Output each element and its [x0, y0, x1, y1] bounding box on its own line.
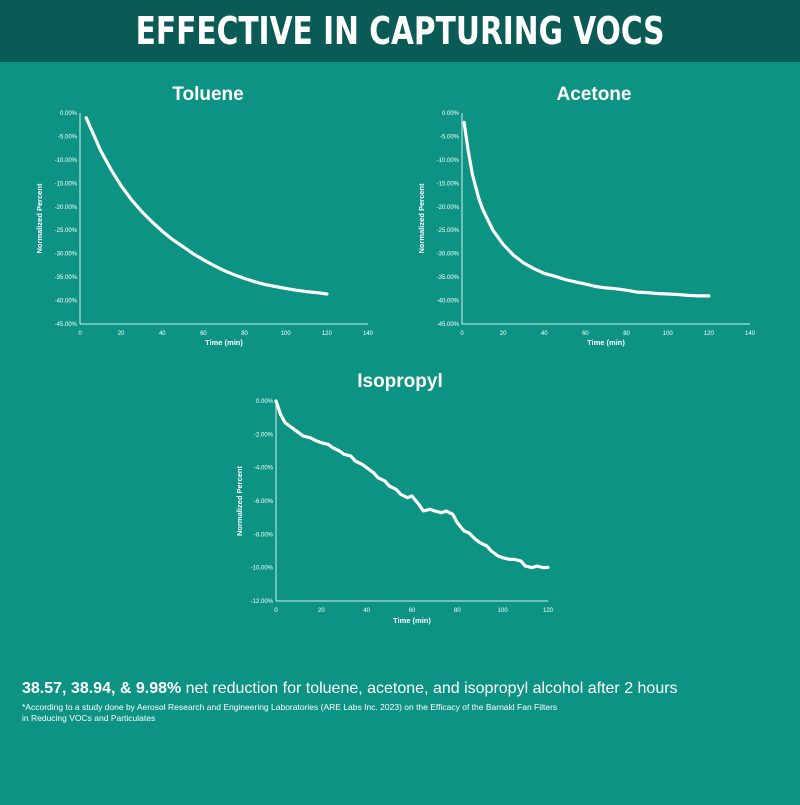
x-tick-label: 0	[78, 331, 82, 337]
x-tick-label: 80	[454, 608, 461, 614]
x-tick-label: 120	[543, 608, 554, 614]
y-tick-label: -40.00%	[437, 299, 460, 305]
y-tick-label: -30.00%	[55, 252, 78, 258]
y-tick-label: -5.00%	[58, 134, 78, 140]
footnote-line-1: *According to a study done by Aerosol Re…	[22, 702, 558, 712]
x-tick-label: 60	[409, 608, 416, 614]
series-line	[462, 120, 711, 298]
x-tick-label: 100	[498, 608, 509, 614]
y-tick-label: -4.00%	[254, 466, 274, 472]
x-tick-label: 120	[704, 331, 715, 337]
x-axis-title: Time (min)	[205, 338, 243, 347]
x-tick-label: 120	[322, 331, 333, 337]
y-tick-label: -15.00%	[55, 181, 78, 187]
x-tick-label: 0	[274, 608, 278, 614]
x-axis-title: Time (min)	[393, 616, 431, 625]
y-tick-label: -40.00%	[55, 299, 78, 305]
y-tick-label: -25.00%	[55, 228, 78, 234]
x-tick-label: 100	[663, 331, 674, 337]
y-tick-label: 0.00%	[60, 111, 78, 117]
x-tick-label: 0	[460, 331, 464, 337]
x-axis-title: Time (min)	[587, 338, 625, 347]
y-tick-label: -30.00%	[437, 252, 460, 258]
summary-values: 38.57, 38.94, & 9.98%	[22, 680, 182, 697]
y-tick-label: -10.00%	[437, 158, 460, 164]
y-axis-title: Normalized Percent	[235, 465, 244, 536]
x-tick-label: 140	[745, 331, 756, 337]
y-tick-label: -20.00%	[55, 205, 78, 211]
chart-title-isopropyl: Isopropyl	[357, 371, 443, 392]
y-tick-label: 0.00%	[442, 111, 460, 117]
x-tick-label: 20	[118, 331, 125, 337]
y-tick-label: -15.00%	[437, 181, 460, 187]
chart-title-acetone: Acetone	[556, 84, 632, 105]
toluene-chart: 0.00% -5.00% -10.00% -15.00% -20.00% -25.00% -…	[35, 111, 374, 347]
y-tick-label: -20.00%	[437, 205, 460, 211]
y-axis-title: Normalized Percent	[35, 183, 44, 254]
summary-text: net reduction for toluene, acetone, and …	[181, 680, 678, 697]
x-tick-label: 100	[281, 331, 292, 337]
y-tick-label: -8.00%	[254, 532, 274, 538]
banner: EFFECTIVE IN CAPTURING VOCS	[0, 0, 800, 62]
x-tick-label: 80	[623, 331, 630, 337]
series-line	[84, 116, 329, 296]
x-tick-label: 40	[159, 331, 166, 337]
y-tick-label: -10.00%	[251, 566, 274, 572]
y-tick-label: -10.00%	[55, 158, 78, 164]
series-line	[274, 399, 550, 570]
x-tick-label: 40	[541, 331, 548, 337]
y-tick-label: -25.00%	[437, 228, 460, 234]
y-tick-label: -5.00%	[440, 134, 460, 140]
chart-title-toluene: Toluene	[172, 84, 244, 105]
y-tick-label: 0.00%	[256, 399, 274, 405]
banner-title: EFFECTIVE IN CAPTURING VOCS	[135, 9, 665, 53]
x-tick-label: 40	[363, 608, 370, 614]
y-tick-label: -35.00%	[55, 275, 78, 281]
x-tick-label: 80	[241, 331, 248, 337]
y-axis-title: Normalized Percent	[417, 183, 426, 254]
study-footnote: *According to a study done by Aerosol Re…	[22, 702, 792, 724]
x-tick-label: 60	[200, 331, 207, 337]
footer: 38.57, 38.94, & 9.98% net reduction for …	[22, 680, 792, 724]
x-tick-label: 60	[582, 331, 589, 337]
footnote-line-2: in Reducing VOCs and Particulates	[22, 713, 156, 723]
isopropyl-chart: 0.00% -2.00% -4.00% -6.00% -8.00% -10.00% -12.…	[235, 399, 554, 625]
summary-headline: 38.57, 38.94, & 9.98% net reduction for …	[22, 680, 792, 698]
y-tick-label: -12.00%	[251, 599, 274, 605]
x-tick-label: 140	[363, 331, 374, 337]
x-tick-label: 20	[318, 608, 325, 614]
x-tick-label: 20	[500, 331, 507, 337]
y-tick-label: -35.00%	[437, 275, 460, 281]
y-tick-label: -2.00%	[254, 432, 274, 438]
y-tick-label: -45.00%	[55, 322, 78, 328]
acetone-chart: 0.00% -5.00% -10.00% -15.00% -20.00% -25.00% -…	[417, 111, 756, 347]
y-tick-label: -45.00%	[437, 322, 460, 328]
y-tick-label: -6.00%	[254, 499, 274, 505]
